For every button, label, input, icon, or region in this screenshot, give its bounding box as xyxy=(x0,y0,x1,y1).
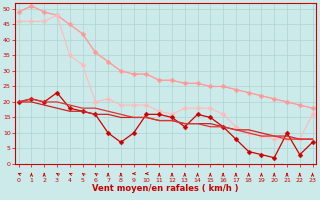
X-axis label: Vent moyen/en rafales ( km/h ): Vent moyen/en rafales ( km/h ) xyxy=(92,184,239,193)
